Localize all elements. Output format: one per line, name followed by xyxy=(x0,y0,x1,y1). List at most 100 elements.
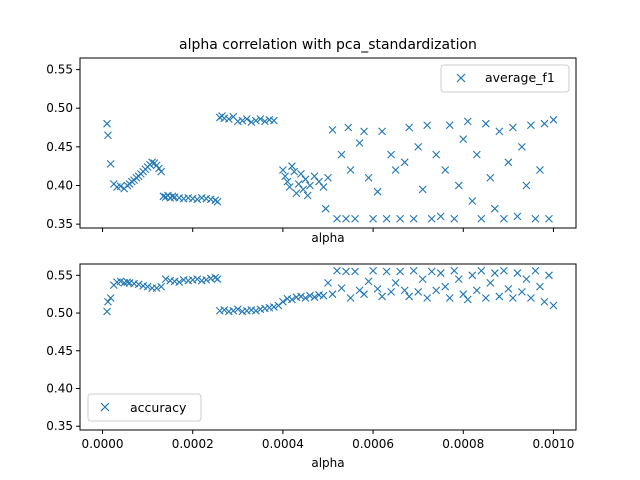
data-point xyxy=(513,212,522,221)
bottom-legend: accuracy xyxy=(87,393,202,422)
data-point xyxy=(454,181,463,190)
data-point xyxy=(490,269,499,277)
data-point xyxy=(468,271,477,280)
top-legend-label: average_f1 xyxy=(485,70,555,85)
y-tick-label: 0.50 xyxy=(46,306,73,320)
data-point xyxy=(202,275,211,284)
data-point xyxy=(549,301,558,310)
data-point xyxy=(297,170,305,178)
data-point xyxy=(409,214,418,223)
data-point xyxy=(463,117,472,126)
data-point xyxy=(346,294,355,302)
data-point xyxy=(527,121,535,130)
y-tick-label: 0.35 xyxy=(46,419,73,433)
data-point xyxy=(260,117,269,126)
data-point xyxy=(297,292,305,301)
data-point xyxy=(251,116,260,125)
y-tick-label: 0.55 xyxy=(46,63,73,77)
data-point xyxy=(536,282,544,291)
data-point xyxy=(285,183,294,191)
data-point xyxy=(355,139,364,147)
data-point xyxy=(436,212,445,221)
bottom-legend-marker xyxy=(100,402,110,412)
data-point xyxy=(270,303,278,311)
data-point xyxy=(213,275,222,283)
data-point xyxy=(522,275,531,283)
y-tick-label: 0.45 xyxy=(46,140,73,154)
data-point xyxy=(123,278,132,286)
data-point xyxy=(499,266,508,275)
top-x-axis-label: alpha xyxy=(311,231,344,245)
x-tick-label: 0.0010 xyxy=(532,437,574,451)
top-legend-box xyxy=(440,64,570,93)
data-point xyxy=(303,191,312,200)
y-tick-label: 0.40 xyxy=(46,179,73,193)
data-point xyxy=(540,119,549,128)
data-point xyxy=(396,214,405,223)
data-point xyxy=(290,167,299,176)
data-point xyxy=(319,183,328,191)
data-point xyxy=(143,282,152,291)
data-point xyxy=(328,290,337,299)
data-point xyxy=(441,166,450,174)
data-point xyxy=(522,181,531,190)
data-point xyxy=(468,197,477,205)
data-point xyxy=(103,119,111,128)
data-point xyxy=(427,267,436,276)
data-point xyxy=(319,291,328,300)
accuracy-points xyxy=(103,266,558,316)
data-point xyxy=(495,292,504,301)
data-point xyxy=(351,267,359,276)
top-y-ticks: 0.35 0.40 0.45 0.50 0.55 xyxy=(46,63,80,231)
x-tick-label: 0.0006 xyxy=(352,437,394,451)
x-tick-label: 0.0000 xyxy=(82,437,124,451)
data-point xyxy=(490,204,499,213)
data-point xyxy=(450,266,459,275)
data-point xyxy=(373,285,382,293)
data-point xyxy=(545,271,553,280)
data-point xyxy=(224,115,233,123)
data-point xyxy=(414,142,423,151)
data-point xyxy=(168,192,177,201)
data-point xyxy=(106,159,115,168)
data-point xyxy=(423,121,432,130)
data-point xyxy=(441,282,450,291)
data-point xyxy=(508,294,517,302)
data-point xyxy=(251,306,260,315)
data-point xyxy=(337,284,346,293)
data-point xyxy=(508,123,517,132)
data-point xyxy=(495,127,504,136)
data-point xyxy=(106,294,115,302)
data-point xyxy=(549,115,558,124)
bottom-axes: 0.350.400.450.500.55 0.0000 0.0002 0.0004 0… xyxy=(46,263,577,470)
data-point xyxy=(333,214,341,223)
data-point xyxy=(432,286,441,295)
data-point xyxy=(301,175,310,184)
data-point xyxy=(504,158,513,167)
data-point xyxy=(382,267,391,276)
bottom-axes-frame xyxy=(79,263,577,431)
data-point xyxy=(432,150,441,159)
data-point xyxy=(445,121,454,130)
top-legend: average_f1 xyxy=(440,64,570,93)
data-point xyxy=(400,286,409,295)
data-point xyxy=(364,277,373,286)
data-point xyxy=(409,266,418,275)
data-point xyxy=(427,214,436,223)
data-point xyxy=(310,172,319,181)
data-point xyxy=(369,266,377,275)
data-point xyxy=(486,173,495,182)
data-point xyxy=(337,150,346,159)
data-point xyxy=(148,158,157,167)
data-point xyxy=(436,269,445,277)
data-point xyxy=(301,294,310,302)
bottom-legend-label: accuracy xyxy=(130,400,187,415)
data-point xyxy=(324,278,332,287)
data-point xyxy=(351,214,359,223)
data-point xyxy=(292,189,301,198)
data-point xyxy=(270,116,278,125)
x-tick-label: 0.0008 xyxy=(442,437,484,451)
data-point xyxy=(279,297,287,306)
data-point xyxy=(463,295,472,304)
data-point xyxy=(405,123,414,132)
